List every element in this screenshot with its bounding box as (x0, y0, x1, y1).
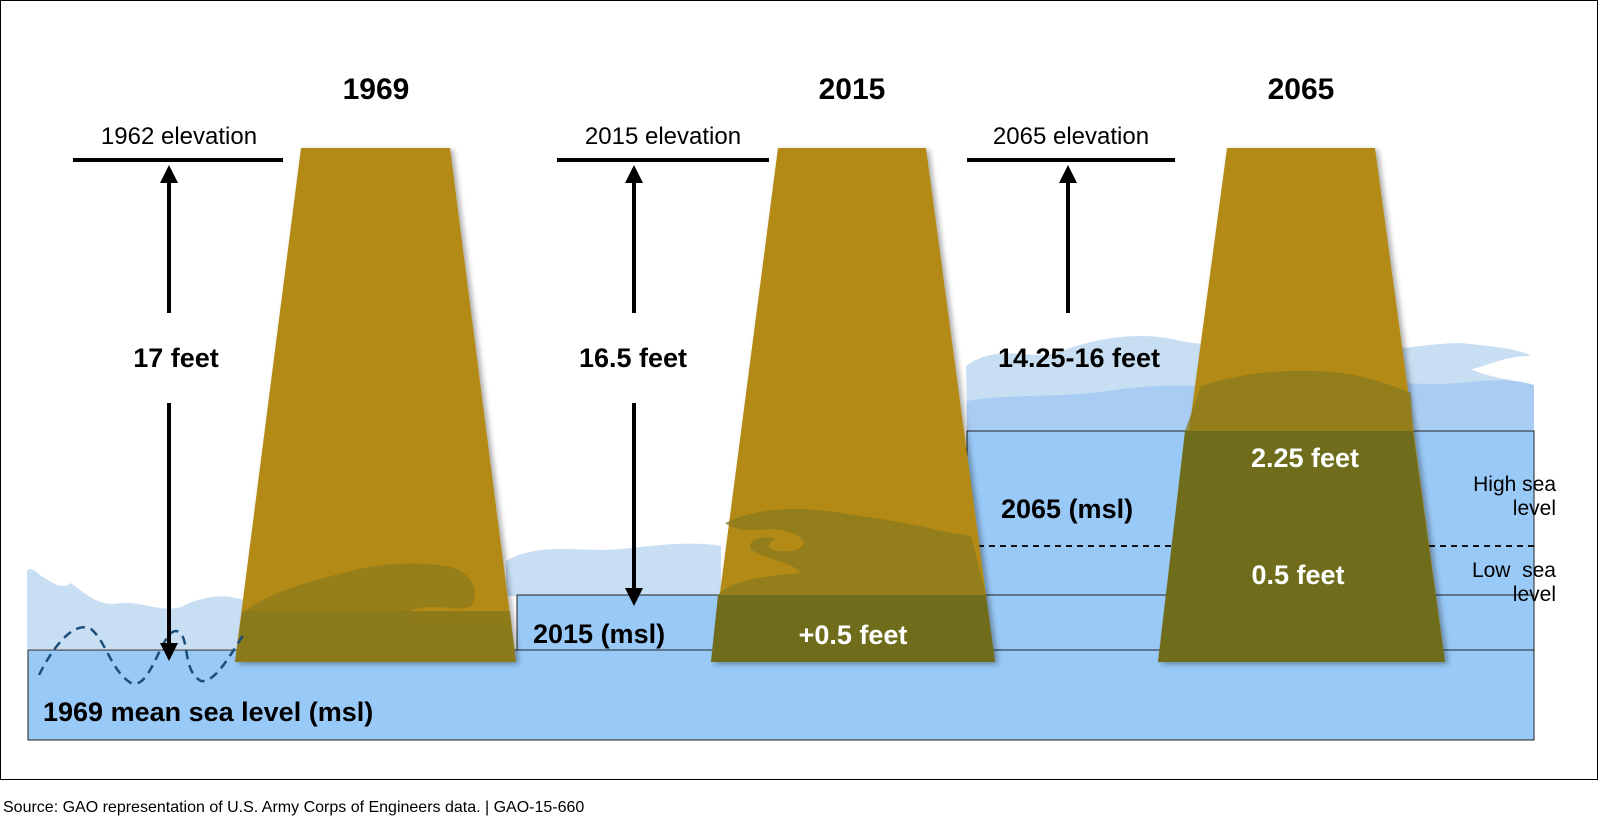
sea-level-2015: 2015 (msl) (533, 619, 665, 649)
high-sea-level-line1: High sea (1473, 473, 1556, 496)
height-2015: 16.5 feet (579, 343, 687, 373)
levee-2015-submerged (711, 595, 995, 662)
levee-diagram: 1969 2015 2065 1962 elevation 2015 eleva… (27, 73, 1556, 741)
year-2015: 2015 (819, 73, 886, 106)
rise-2015: +0.5 feet (799, 620, 908, 650)
levee-submerged (235, 370, 1445, 662)
wave-left (27, 568, 246, 649)
rise-2065-low: 0.5 feet (1251, 560, 1344, 590)
low-sea-level-line1: Low sea (1472, 559, 1556, 582)
levee-2065-wave (1185, 370, 1413, 431)
sea-level-1969: 1969 mean sea level (msl) (43, 697, 373, 727)
high-sea-level-line2: level (1513, 497, 1556, 520)
height-1969: 17 feet (133, 343, 219, 373)
elevation-label-2065: 2065 elevation (993, 123, 1149, 150)
levee-2065-submerged (1158, 431, 1445, 662)
levee-1969 (235, 148, 516, 662)
elevation-label-2015: 2015 elevation (585, 123, 741, 150)
year-1969: 1969 (343, 73, 410, 106)
elevation-label-1962: 1962 elevation (101, 123, 257, 150)
dashed-wave (37, 626, 248, 685)
levee-1969-wave (235, 563, 516, 662)
wave-middle (506, 543, 721, 596)
source-note: Source: GAO representation of U.S. Army … (3, 799, 585, 816)
year-2065: 2065 (1268, 73, 1335, 106)
low-sea-level-line2: level (1513, 583, 1556, 606)
sea-level-2065: 2065 (msl) (1001, 494, 1133, 524)
dimension-arrows (160, 165, 1077, 661)
levee-2015-wave (718, 509, 986, 595)
rise-2065-high: 2.25 feet (1251, 443, 1359, 473)
height-2065: 14.25-16 feet (998, 343, 1160, 373)
water-1969 (27, 649, 1535, 741)
figure-frame: 1969 2015 2065 1962 elevation 2015 eleva… (0, 0, 1598, 780)
